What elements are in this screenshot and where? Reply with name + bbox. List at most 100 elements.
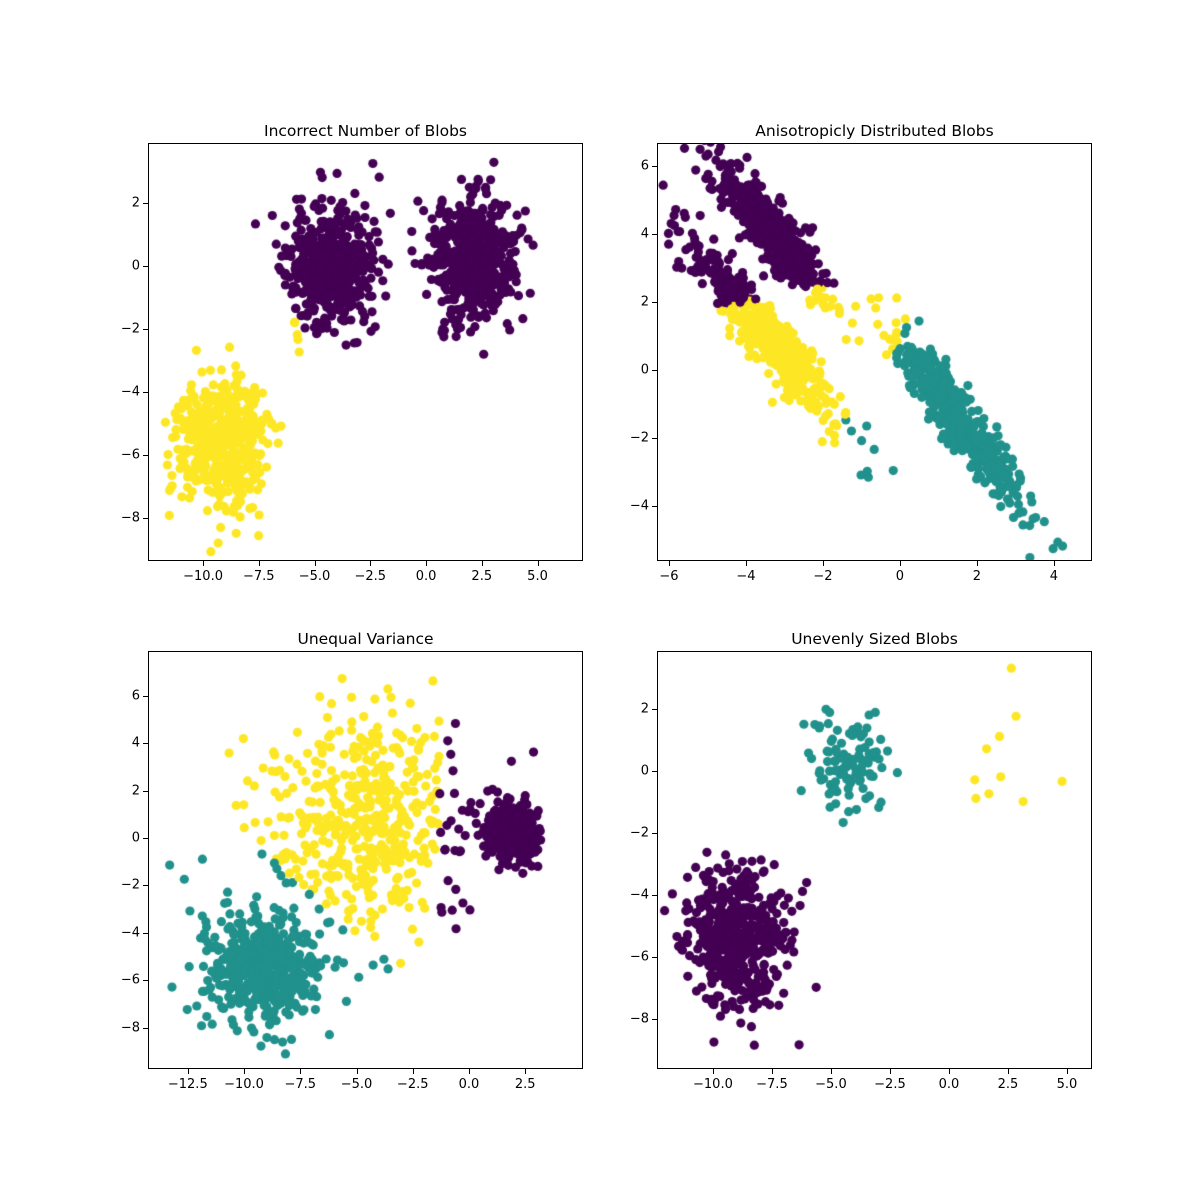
y-tick-mark: [143, 454, 148, 456]
y-tick-mark: [652, 234, 657, 236]
y-tick-label: 0: [131, 258, 140, 274]
y-tick-label: 4: [640, 226, 649, 242]
y-tick-mark: [652, 709, 657, 711]
y-tick-mark: [652, 437, 657, 439]
y-tick-mark: [143, 328, 148, 330]
x-tick-label: −2: [813, 569, 833, 584]
x-tick-label: 0.0: [458, 1077, 480, 1092]
x-tick-mark: [356, 1069, 358, 1074]
x-tick-label: 5.0: [1056, 1077, 1078, 1092]
x-tick-mark: [370, 561, 372, 566]
axes-box: [657, 143, 1092, 561]
scatter-points-canvas: [149, 144, 582, 560]
y-tick-label: −4: [629, 498, 649, 514]
x-tick-mark: [668, 561, 670, 566]
y-tick-label: −4: [120, 925, 140, 941]
scatter-points-canvas: [658, 144, 1091, 560]
x-tick-mark: [314, 561, 316, 566]
y-tick-mark: [143, 202, 148, 204]
x-tick-mark: [1066, 1069, 1068, 1074]
x-tick-mark: [525, 1069, 527, 1074]
subplot-title: Unequal Variance: [297, 630, 434, 648]
y-tick-label: −6: [629, 949, 649, 965]
x-tick-mark: [203, 561, 205, 566]
x-tick-label: 2.5: [514, 1077, 536, 1092]
subplot-title: Unevenly Sized Blobs: [791, 630, 958, 648]
y-tick-label: 0: [640, 362, 649, 378]
y-tick-mark: [143, 743, 148, 745]
x-tick-label: −7.5: [284, 1077, 317, 1092]
y-tick-mark: [652, 771, 657, 773]
y-tick-mark: [143, 391, 148, 393]
y-tick-label: −8: [120, 510, 140, 526]
y-tick-label: −4: [120, 384, 140, 400]
x-tick-label: 5.0: [527, 569, 548, 584]
y-tick-label: 2: [131, 783, 140, 799]
y-tick-label: 6: [640, 158, 649, 174]
x-tick-label: −10.0: [183, 569, 223, 584]
y-tick-mark: [143, 980, 148, 982]
x-tick-mark: [187, 1069, 189, 1074]
y-tick-mark: [652, 833, 657, 835]
x-tick-mark: [537, 561, 539, 566]
y-tick-label: −8: [120, 1020, 140, 1036]
x-tick-mark: [948, 1069, 950, 1074]
y-tick-mark: [143, 1027, 148, 1029]
subplot-title: Anisotropicly Distributed Blobs: [755, 122, 994, 140]
y-tick-mark: [143, 837, 148, 839]
y-tick-label: 0: [131, 830, 140, 846]
axes-box: [657, 651, 1092, 1069]
x-tick-label: −5.0: [340, 1077, 373, 1092]
y-tick-mark: [652, 505, 657, 507]
y-tick-mark: [143, 517, 148, 519]
x-tick-mark: [976, 561, 978, 566]
x-tick-mark: [1053, 561, 1055, 566]
x-tick-mark: [889, 1069, 891, 1074]
y-tick-mark: [652, 1019, 657, 1021]
x-tick-mark: [300, 1069, 302, 1074]
axes-box: [148, 143, 583, 561]
x-tick-label: −7.5: [243, 569, 275, 584]
y-tick-mark: [652, 370, 657, 371]
scatter-points-canvas: [149, 652, 582, 1068]
x-tick-label: 2: [972, 569, 982, 584]
y-tick-mark: [143, 932, 148, 934]
x-tick-mark: [899, 561, 901, 566]
x-tick-mark: [822, 561, 824, 566]
y-tick-label: 6: [131, 688, 140, 704]
x-tick-mark: [481, 561, 483, 566]
y-tick-label: −6: [120, 972, 140, 988]
x-tick-label: 2.5: [471, 569, 493, 584]
y-tick-label: 2: [640, 294, 649, 310]
subplot-title: Incorrect Number of Blobs: [264, 122, 467, 140]
y-tick-label: 0: [640, 763, 649, 779]
x-tick-label: −2.5: [874, 1077, 906, 1092]
y-tick-mark: [652, 302, 657, 304]
y-tick-label: −2: [629, 430, 649, 446]
y-tick-label: 4: [131, 735, 140, 751]
y-tick-label: −4: [629, 887, 649, 903]
x-tick-label: −7.5: [756, 1077, 788, 1092]
x-tick-mark: [412, 1069, 414, 1074]
x-tick-mark: [468, 1069, 470, 1074]
x-tick-mark: [830, 1069, 832, 1074]
y-tick-mark: [652, 166, 657, 168]
y-tick-mark: [143, 790, 148, 792]
x-tick-mark: [771, 1069, 773, 1074]
x-tick-label: −10.0: [693, 1077, 733, 1092]
x-tick-label: 2.5: [997, 1077, 1019, 1092]
x-tick-label: −6: [659, 569, 679, 584]
y-tick-mark: [652, 895, 657, 897]
x-tick-label: −12.5: [167, 1077, 208, 1092]
x-tick-label: −5.0: [298, 569, 331, 584]
x-tick-mark: [244, 1069, 246, 1074]
y-tick-mark: [143, 265, 148, 267]
x-tick-label: −2.5: [354, 569, 387, 584]
x-tick-mark: [745, 561, 747, 566]
y-tick-label: −2: [120, 877, 140, 893]
y-tick-mark: [143, 885, 148, 887]
y-tick-label: −2: [629, 825, 649, 841]
x-tick-label: 0: [895, 569, 905, 584]
x-tick-label: 0.0: [938, 1077, 960, 1092]
x-tick-label: −10.0: [224, 1077, 264, 1092]
